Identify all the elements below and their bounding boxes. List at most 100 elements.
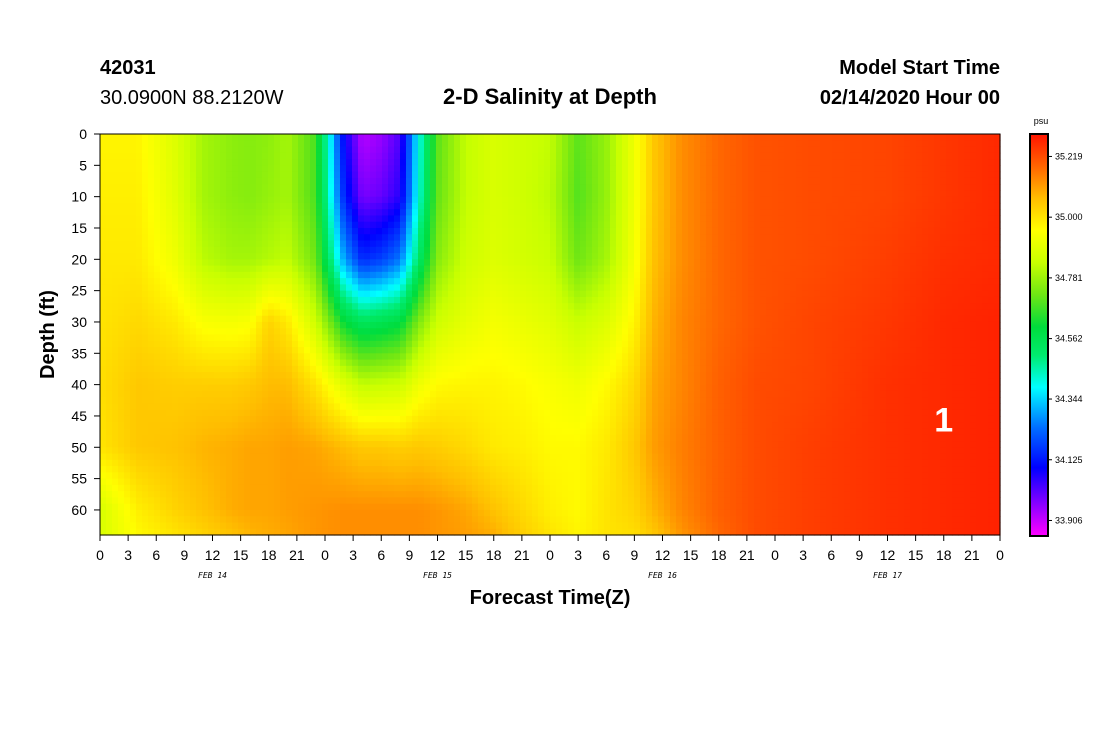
- heatmap-cell: [262, 328, 269, 336]
- heatmap-cell: [406, 146, 413, 154]
- heatmap-cell: [226, 422, 233, 430]
- heatmap-cell: [304, 340, 311, 348]
- heatmap-cell: [520, 296, 527, 304]
- model-start-label: Model Start Time: [839, 57, 1000, 79]
- heatmap-cell: [466, 522, 473, 530]
- heatmap-cell: [208, 422, 215, 430]
- heatmap-cell: [364, 209, 371, 217]
- heatmap-cell: [238, 296, 245, 304]
- heatmap-cell: [436, 353, 443, 361]
- heatmap-cell: [184, 365, 191, 373]
- heatmap-cell: [292, 227, 299, 235]
- heatmap-cell: [328, 359, 335, 367]
- heatmap-cell: [124, 372, 131, 379]
- heatmap-cell: [376, 240, 383, 248]
- heatmap-cell: [556, 397, 563, 405]
- heatmap-cell: [172, 484, 179, 492]
- heatmap-cell: [526, 221, 533, 229]
- heatmap-cell: [298, 315, 305, 323]
- heatmap-cell: [268, 403, 275, 411]
- heatmap-cell: [238, 221, 245, 229]
- heatmap-cell: [118, 359, 125, 367]
- heatmap-cell: [154, 240, 161, 248]
- heatmap-cell: [436, 522, 443, 530]
- heatmap-cell: [112, 296, 119, 304]
- heatmap-cell: [226, 347, 233, 354]
- heatmap-cell: [490, 503, 497, 511]
- heatmap-cell: [286, 422, 293, 430]
- heatmap-cell: [454, 372, 461, 379]
- heatmap-cell: [448, 159, 455, 166]
- heatmap-cell: [472, 441, 479, 448]
- heatmap-cell: [316, 453, 323, 461]
- heatmap-cell: [190, 409, 197, 417]
- heatmap-cell: [148, 290, 155, 298]
- heatmap-cell: [322, 290, 329, 298]
- heatmap-cell: [556, 353, 563, 361]
- heatmap-cell: [124, 246, 131, 254]
- heatmap-cell: [388, 347, 395, 354]
- heatmap-cell: [544, 434, 551, 442]
- heatmap-cell: [238, 384, 245, 392]
- heatmap-cell: [244, 177, 251, 185]
- heatmap-cell: [166, 353, 173, 361]
- heatmap-cell: [520, 497, 527, 505]
- heatmap-cell: [466, 359, 473, 367]
- heatmap-cell: [286, 509, 293, 517]
- heatmap-cell: [364, 196, 371, 204]
- heatmap-cell: [556, 246, 563, 254]
- heatmap-cell: [244, 290, 251, 298]
- heatmap-cell: [190, 378, 197, 386]
- heatmap-cell: [298, 177, 305, 185]
- heatmap-cell: [328, 522, 335, 530]
- heatmap-cell: [214, 472, 221, 480]
- heatmap-cell: [346, 528, 353, 536]
- heatmap-cell: [130, 334, 137, 342]
- heatmap-cell: [238, 509, 245, 517]
- heatmap-cell: [220, 265, 227, 273]
- heatmap-cell: [280, 509, 287, 517]
- heatmap-cell: [538, 384, 545, 392]
- heatmap-cell: [562, 422, 569, 430]
- heatmap-cell: [130, 321, 137, 329]
- heatmap-cell: [310, 328, 317, 336]
- heatmap-cell: [310, 441, 317, 448]
- heatmap-cell: [106, 334, 113, 342]
- heatmap-cell: [490, 152, 497, 160]
- heatmap-cell: [100, 265, 107, 273]
- heatmap-cell: [442, 390, 449, 398]
- heatmap-cell: [340, 221, 347, 229]
- heatmap-cell: [202, 328, 209, 336]
- heatmap-cell: [346, 134, 353, 141]
- heatmap-cell: [400, 472, 407, 480]
- heatmap-cell: [562, 309, 569, 317]
- heatmap-cell: [292, 453, 299, 461]
- heatmap-cell: [550, 497, 557, 505]
- heatmap-cell: [550, 196, 557, 204]
- heatmap-cell: [226, 384, 233, 392]
- heatmap-cell: [106, 497, 113, 505]
- heatmap-cell: [478, 165, 485, 173]
- heatmap-cell: [382, 415, 389, 423]
- heatmap-cell: [520, 134, 527, 141]
- heatmap-cell: [136, 378, 143, 386]
- heatmap-cell: [106, 196, 113, 204]
- heatmap-cell: [298, 253, 305, 260]
- heatmap-cell: [508, 372, 515, 379]
- heatmap-cell: [166, 522, 173, 530]
- heatmap-cell: [316, 165, 323, 173]
- heatmap-cell: [352, 321, 359, 329]
- heatmap-cell: [226, 403, 233, 411]
- heatmap-cell: [280, 353, 287, 361]
- heatmap-cell: [346, 378, 353, 386]
- heatmap-cell: [412, 221, 419, 229]
- heatmap-cell: [376, 328, 383, 336]
- heatmap-cell: [364, 140, 371, 148]
- heatmap-cell: [556, 215, 563, 223]
- heatmap-cell: [118, 184, 125, 191]
- heatmap-cell: [436, 415, 443, 423]
- heatmap-cell: [292, 334, 299, 342]
- heatmap-cell: [316, 134, 323, 141]
- heatmap-cell: [388, 171, 395, 179]
- heatmap-cell: [118, 271, 125, 279]
